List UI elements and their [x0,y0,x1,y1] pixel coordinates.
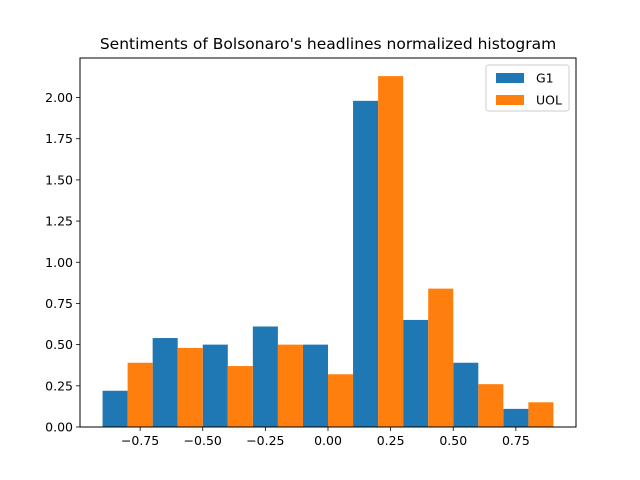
legend-swatch-g1 [496,73,524,83]
bar-g1-3 [252,326,278,427]
y-tick-label: 0.25 [45,378,73,393]
bar-uol-3 [277,344,303,427]
bar-g1-8 [503,408,529,427]
y-tick-label: 0.75 [45,296,73,311]
x-tick-label: −0.50 [184,433,222,448]
bar-g1-7 [453,362,479,427]
y-axis-ticks: 0.00 0.25 0.50 0.75 1.00 1.25 1.50 1.75 2.00 [45,90,80,435]
bar-g1-0 [102,390,128,427]
y-tick-label: 2.00 [45,90,73,105]
bar-uol-4 [328,374,354,427]
legend-label-g1: G1 [536,71,554,86]
y-tick-label: 1.25 [45,214,73,229]
legend: G1 UOL [485,64,570,112]
bar-uol-7 [478,384,504,427]
y-tick-label: 1.50 [45,172,73,187]
bar-uol-6 [428,288,454,428]
x-tick-label: 0.00 [314,433,342,448]
plot-area-frame [79,57,577,428]
bar-g1-5 [353,100,379,427]
legend-swatch-uol [496,95,524,105]
y-tick-label: 1.75 [45,131,73,146]
chart-title: Sentiments of Bolsonaro's headlines norm… [100,35,556,53]
bars-group [102,76,554,428]
x-tick-label: −0.75 [121,433,159,448]
x-tick-label: 0.75 [502,433,530,448]
bar-uol-0 [127,362,153,427]
bar-g1-6 [403,319,429,427]
bar-g1-4 [302,344,328,427]
y-tick-label: 1.00 [45,255,73,270]
y-tick-label: 0.50 [45,337,73,352]
y-tick-label: 0.00 [45,420,73,435]
bar-uol-1 [177,347,203,427]
bar-uol-8 [528,402,554,427]
legend-label-uol: UOL [536,93,562,108]
bar-g1-1 [152,338,178,427]
x-tick-label: −0.25 [246,433,284,448]
bar-uol-5 [378,76,404,428]
x-tick-label: 0.50 [439,433,467,448]
bar-uol-2 [227,366,253,427]
x-tick-label: 0.25 [377,433,405,448]
bar-g1-2 [202,344,228,427]
x-axis-ticks: −0.75 −0.50 −0.25 0.00 0.25 0.50 0.75 [121,427,530,448]
